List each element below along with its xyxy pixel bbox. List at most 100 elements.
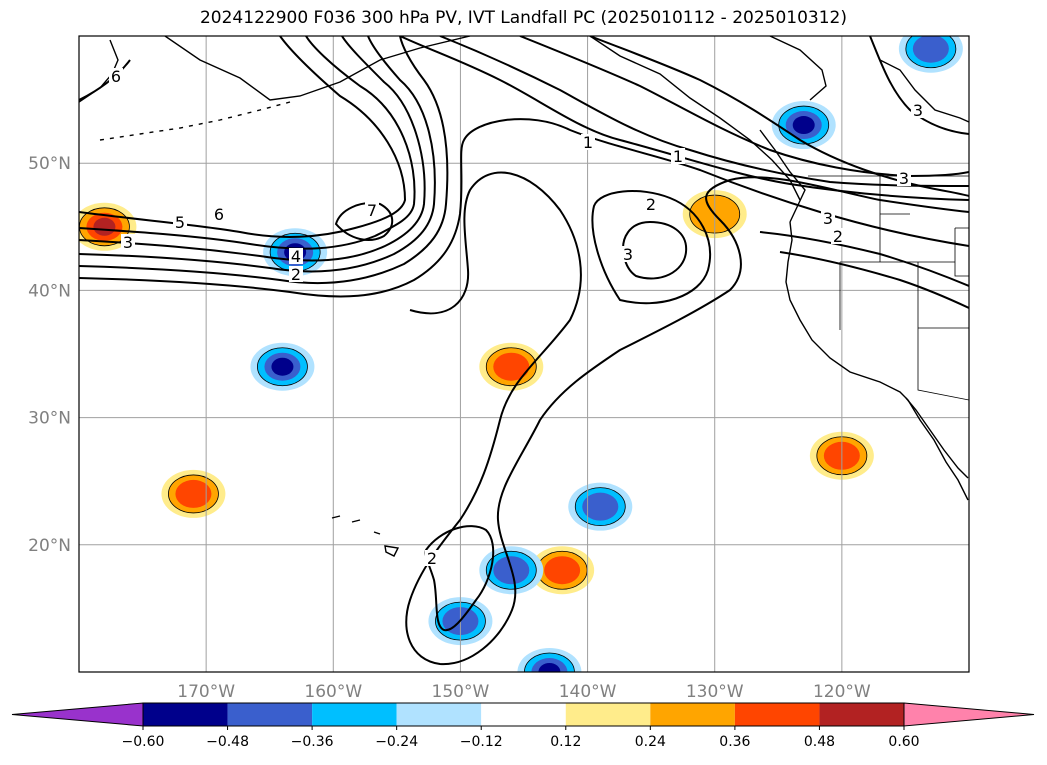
contour-label: 2: [427, 549, 437, 568]
contour-label-bg: [821, 210, 835, 226]
anomaly-level: [93, 217, 116, 236]
pv-contour-jet-5: [79, 36, 449, 285]
contour-label: 3: [913, 101, 923, 120]
coastline-hudson: [879, 59, 969, 123]
anomaly-level: [912, 36, 949, 63]
contour-label-bg: [212, 206, 226, 222]
lat-lon-grid: [79, 36, 969, 672]
x-tick-label: 120°W: [813, 682, 871, 702]
colorbar-segment: [734, 703, 820, 726]
anomaly-patch-positive: [530, 546, 595, 595]
anomaly-patch-negative: [250, 342, 315, 391]
coastline-aleutians: [99, 101, 291, 141]
colorbar-tick-label: 0.60: [888, 734, 919, 750]
anomaly-patch-positive: [161, 469, 226, 518]
contour-label: 2: [646, 195, 656, 214]
contour-label: 1: [583, 133, 593, 152]
contour-label-bg: [671, 148, 685, 164]
anomaly-patch-negative: [517, 648, 582, 672]
contour-label-bg: [365, 202, 379, 218]
contour-label-bg: [621, 246, 635, 262]
colorbar-tick-label: −0.12: [460, 734, 503, 750]
anomaly-patch-negative: [898, 36, 963, 73]
pv-contour-3-north: [589, 36, 969, 197]
anomaly-level: [792, 116, 815, 135]
coastline-baja-gulf: [905, 397, 969, 479]
pv-contour-loop-3: [622, 220, 688, 280]
colorbar-segment: [312, 703, 397, 726]
contour-label-bg: [289, 248, 303, 264]
pv-contour-1-north: [399, 36, 969, 201]
colorbar-tick-label: 0.36: [719, 734, 750, 750]
y-tick-label: 20°N: [28, 536, 71, 556]
pv-contour-loop-2: [591, 190, 711, 305]
colorbar-tick-label: −0.48: [206, 734, 249, 750]
colorbar-tick-label: −0.36: [291, 734, 334, 750]
contour-label-bg: [109, 68, 123, 84]
y-tick-label: 40°N: [28, 281, 71, 301]
x-tick-label: 140°W: [559, 682, 617, 702]
border-states: [839, 176, 969, 401]
contour-label: 3: [623, 245, 633, 264]
contour-label-bg: [121, 234, 135, 250]
pv-contour-inner-2: [424, 525, 495, 632]
contour-label: 6: [214, 205, 224, 224]
colorbar-segment: [819, 703, 904, 726]
contour-label-bg: [831, 228, 845, 244]
contour-label-bg: [644, 196, 658, 212]
anomaly-level: [271, 357, 294, 376]
colorbar-tick-label: −0.24: [375, 734, 418, 750]
pv-contour-jet-4: [79, 36, 436, 273]
x-tick-label: 150°W: [432, 682, 490, 702]
colorbar-frame: [142, 702, 905, 727]
map-frame: [78, 35, 970, 673]
x-tick-label: 160°W: [304, 682, 362, 702]
chart-title: 2024122900 F036 300 hPa PV, IVT Landfall…: [199, 8, 847, 28]
contour-label: 5: [175, 213, 185, 232]
anomaly-level: [175, 479, 212, 508]
y-tick-label: 30°N: [28, 409, 71, 429]
hawaii-islands: [331, 515, 400, 557]
anomaly-level: [544, 556, 581, 585]
anomaly-level: [538, 663, 561, 672]
colorbar-segment: [650, 703, 735, 726]
colorbar-extend-low: [11, 702, 144, 727]
pv-contour-jet-2: [79, 36, 416, 250]
y-axis-ticks: 20°N 30°N 40°N 50°N: [28, 154, 71, 556]
coastline-canada-north: [769, 36, 827, 101]
contour-label: 6: [111, 67, 121, 86]
pv-contour-jet-6: [79, 118, 969, 298]
colorbar-segment: [227, 703, 313, 726]
contour-label-bg: [897, 170, 911, 186]
pv-contour-coast-2: [779, 251, 969, 309]
pv-contour-2-north: [519, 36, 969, 178]
x-tick-label: 130°W: [686, 682, 744, 702]
contour-label: 2: [291, 265, 301, 284]
contour-label-bg: [425, 550, 439, 566]
pv-contour-big-loop: [405, 171, 969, 666]
pv-contour-coast-1: [759, 231, 969, 287]
pv-contour-ne-3: [869, 36, 969, 135]
contour-label-bg: [581, 134, 595, 150]
anomaly-level: [582, 492, 619, 521]
contour-label: 3: [823, 209, 833, 228]
pv-contour-7-loop: [334, 202, 394, 241]
contour-label: 2: [833, 227, 843, 246]
colorbar-tick-label: −0.60: [122, 734, 165, 750]
contour-label: 3: [899, 169, 909, 188]
contour-label: 3: [123, 233, 133, 252]
colorbar-tick-label: 0.24: [635, 734, 666, 750]
colorbar-segment: [481, 703, 566, 726]
colorbar-segment: [396, 703, 482, 726]
pv-contours: [79, 36, 969, 666]
colorbar-extend-high: [903, 702, 1035, 727]
contour-label: 1: [673, 147, 683, 166]
contour-label-bg: [173, 214, 187, 230]
pv-contour-1b-north: [439, 36, 969, 187]
pv-contour-jet-1: [79, 36, 407, 238]
colorbar-tick-label: 0.12: [550, 734, 581, 750]
pv-contour-jet-3: [79, 36, 426, 262]
contour-label: 7: [367, 201, 377, 220]
